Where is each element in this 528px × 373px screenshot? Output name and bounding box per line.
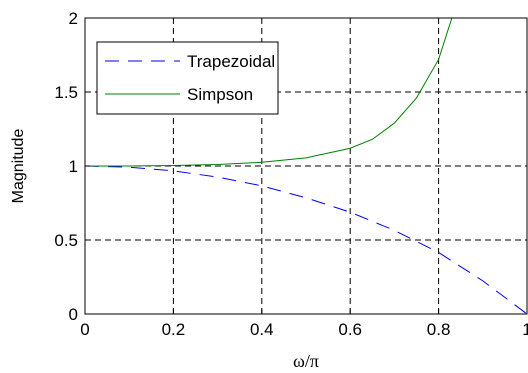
y-tick-label: 2 [69,9,78,28]
series-layer [85,18,527,314]
legend-label-simpson: Simpson [187,85,253,104]
y-axis-label: Magnitude [10,129,27,204]
y-tick-label: 0.5 [54,231,78,250]
y-tick-label: 1.5 [54,83,78,102]
x-axis-label: ω/π [293,351,319,371]
legend: Trapezoidal Simpson [96,41,279,115]
x-tick-label: 0 [80,320,89,339]
y-tick-label: 0 [69,305,78,324]
x-tick-label: 0.2 [162,320,186,339]
series-line-trapezoidal [85,165,527,314]
legend-label-trapezoidal: Trapezoidal [187,52,275,71]
axis-ticks: 0 0.2 0.4 0.6 0.8 1 0 0.5 1 1.5 2 [54,9,528,339]
x-tick-label: 0.4 [250,320,274,339]
y-tick-label: 1 [69,157,78,176]
x-tick-label: 0.6 [338,320,362,339]
legend-box [96,41,279,115]
x-tick-label: 0.8 [427,320,451,339]
series-line-simpson [85,18,453,167]
x-tick-label: 1 [522,320,528,339]
